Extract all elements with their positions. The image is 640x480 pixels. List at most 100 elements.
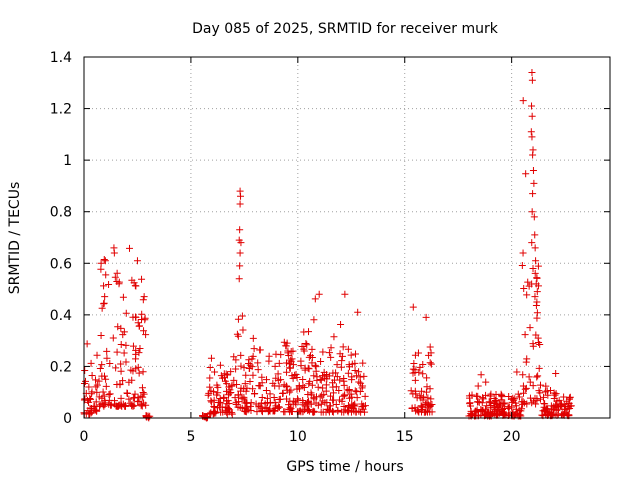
data-point [560, 401, 568, 409]
data-point [112, 364, 120, 372]
data-point [519, 249, 527, 257]
data-point [317, 357, 325, 365]
data-point [103, 347, 111, 355]
data-point [348, 376, 356, 384]
gridlines [84, 57, 610, 418]
data-point [356, 373, 364, 381]
data-point [117, 394, 125, 402]
data-point [227, 388, 235, 396]
data-point [225, 383, 233, 391]
y-tick-label: 1 [63, 153, 72, 169]
data-point [117, 340, 125, 348]
data-point [487, 401, 495, 409]
data-point [345, 387, 353, 395]
data-point [283, 382, 291, 390]
data-point [522, 384, 530, 392]
data-point [236, 200, 244, 208]
y-tick-label: 0.4 [50, 308, 72, 324]
data-point [528, 239, 536, 247]
data-point [101, 293, 109, 301]
data-point [266, 390, 274, 398]
data-point [351, 367, 359, 375]
data-point [528, 102, 536, 110]
data-point [228, 382, 236, 390]
data-point [243, 384, 251, 392]
data-point [125, 244, 133, 252]
data-point [102, 382, 110, 390]
data-point [269, 379, 277, 387]
data-point [233, 330, 241, 338]
data-point [511, 395, 519, 403]
data-point [414, 407, 422, 415]
data-point [92, 398, 100, 406]
data-point [106, 360, 114, 368]
data-point [333, 361, 341, 369]
data-point [536, 381, 544, 389]
x-axis-label: GPS time / hours [286, 459, 403, 475]
data-point [210, 396, 218, 404]
data-point [125, 378, 133, 386]
chart-title: Day 085 of 2025, SRMTID for receiver mur… [192, 21, 499, 37]
data-point [291, 371, 299, 379]
data-point [325, 349, 333, 357]
data-point [123, 389, 131, 397]
data-point [526, 378, 534, 386]
data-point [472, 407, 480, 415]
data-point [359, 402, 367, 410]
data-point [566, 393, 574, 401]
data-point [508, 398, 516, 406]
data-point [276, 395, 284, 403]
data-point [322, 381, 330, 389]
data-point [532, 280, 540, 288]
data-point [335, 396, 343, 404]
data-point [292, 371, 300, 379]
data-point [271, 362, 279, 370]
data-point [246, 364, 254, 372]
data-point [418, 387, 426, 395]
data-point [310, 394, 318, 402]
data-point [237, 362, 245, 370]
data-point [274, 370, 282, 378]
data-point [86, 404, 94, 412]
data-point [236, 226, 244, 234]
data-point [234, 332, 242, 340]
data-point [284, 347, 292, 355]
plot-frame [83, 56, 611, 419]
data-point [518, 262, 526, 270]
data-point [214, 383, 222, 391]
data-point [329, 389, 337, 397]
data-point [520, 285, 528, 293]
data-point [130, 279, 138, 287]
data-point [561, 405, 569, 413]
data-point [326, 402, 334, 410]
data-point [475, 398, 483, 406]
data-point [337, 320, 345, 328]
data-point [263, 376, 271, 384]
data-point [277, 351, 285, 359]
data-point [528, 68, 536, 76]
data-point [93, 381, 101, 389]
data-point [240, 393, 248, 401]
data-point [523, 291, 531, 299]
data-point [234, 391, 242, 399]
data-point [324, 406, 332, 414]
data-point [222, 387, 230, 395]
data-point [325, 406, 333, 414]
data-point [501, 399, 509, 407]
data-point [531, 231, 539, 239]
data-point [122, 341, 130, 349]
data-point [97, 259, 105, 267]
data-point [255, 382, 263, 390]
data-point [143, 412, 151, 420]
data-point [551, 411, 559, 419]
data-point [427, 349, 435, 357]
data-point [119, 331, 127, 339]
data-point [258, 407, 266, 415]
data-point [550, 402, 558, 410]
data-point [531, 244, 539, 252]
data-point [110, 397, 118, 405]
data-point [422, 388, 430, 396]
data-point [98, 361, 106, 369]
data-point [102, 271, 110, 279]
data-point [553, 406, 561, 414]
